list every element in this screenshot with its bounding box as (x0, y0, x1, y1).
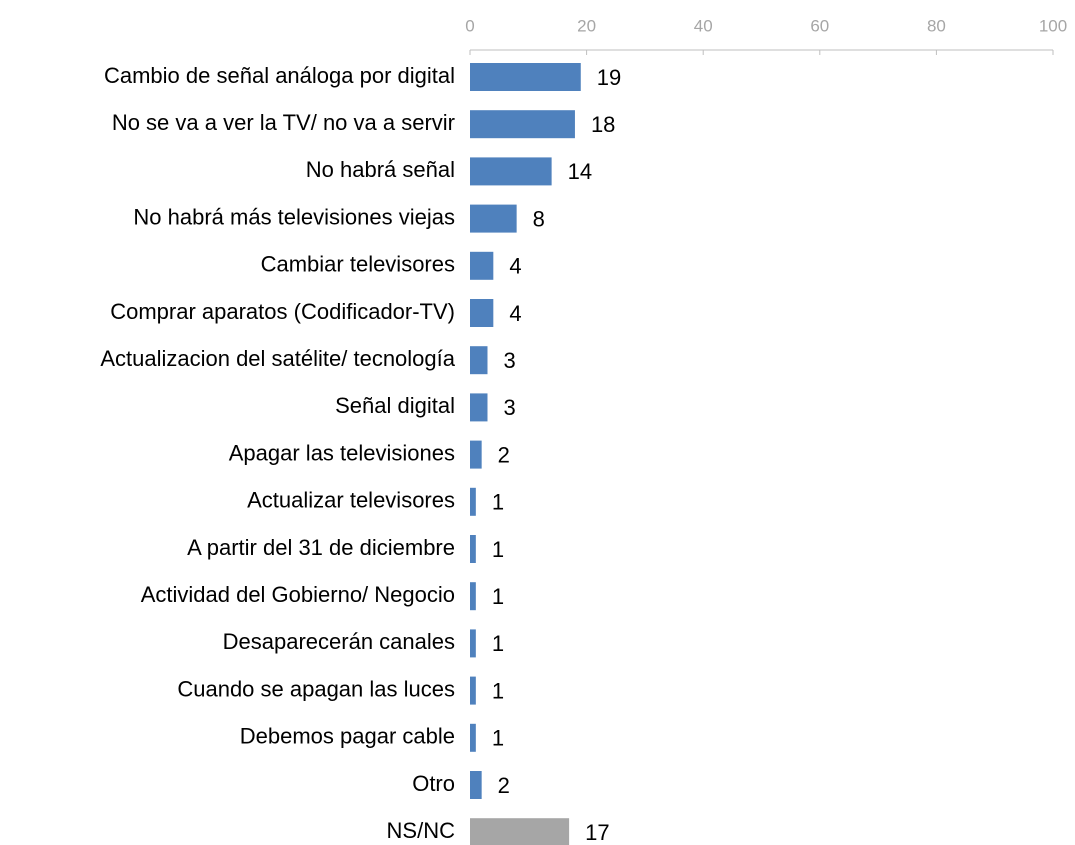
bar (470, 157, 552, 186)
bar (470, 582, 476, 611)
bar (470, 299, 494, 327)
category-label: Cuando se apagan las luces (177, 676, 455, 701)
category-label: Actividad del Gobierno/ Negocio (141, 582, 455, 607)
category-label: Cambiar televisores (261, 252, 455, 277)
bar (470, 63, 581, 91)
category-label: No se va a ver la TV/ no va a servir (112, 110, 455, 135)
value-label: 2 (498, 773, 510, 798)
category-label: No habrá más televisiones viejas (133, 204, 455, 229)
category-label: Comprar aparatos (Codificador-TV) (110, 299, 455, 324)
x-tick-label: 0 (465, 16, 474, 35)
category-label: Debemos pagar cable (240, 724, 455, 749)
value-label: 4 (509, 301, 521, 326)
value-label: 1 (492, 584, 504, 609)
x-tick-label: 60 (810, 16, 829, 35)
category-label: A partir del 31 de diciembre (187, 535, 455, 560)
value-label: 3 (503, 395, 515, 420)
category-label: Actualizar televisores (247, 488, 455, 513)
bar (470, 393, 488, 422)
bar (470, 251, 494, 280)
value-label: 1 (492, 537, 504, 562)
bar (470, 487, 476, 516)
category-label: Apagar las televisiones (229, 440, 455, 465)
x-tick-label: 100 (1039, 16, 1067, 35)
value-label: 14 (568, 159, 592, 184)
value-label: 2 (498, 442, 510, 467)
value-label: 1 (492, 678, 504, 703)
value-label: 18 (591, 112, 615, 137)
category-label: No habrá señal (306, 157, 455, 182)
bar (470, 110, 575, 139)
bar (470, 440, 482, 469)
value-label: 1 (492, 490, 504, 515)
value-label: 3 (503, 348, 515, 373)
value-label: 1 (492, 631, 504, 656)
bar (470, 676, 476, 705)
bar (470, 346, 488, 375)
bar (470, 535, 476, 563)
category-label: Desaparecerán canales (223, 629, 455, 654)
category-label: Otro (412, 771, 455, 796)
value-label: 17 (585, 820, 609, 845)
value-label: 1 (492, 726, 504, 751)
bar (470, 629, 476, 658)
bar (470, 723, 476, 752)
category-label: Señal digital (335, 393, 455, 418)
value-label: 4 (509, 254, 521, 279)
bar (470, 818, 570, 845)
value-label: 19 (597, 65, 621, 90)
x-tick-label: 40 (694, 16, 713, 35)
category-label: Cambio de señal análoga por digital (104, 63, 455, 88)
bar (470, 204, 517, 233)
category-label: Actualizacion del satélite/ tecnología (100, 346, 455, 371)
x-tick-label: 20 (577, 16, 596, 35)
x-tick-label: 80 (927, 16, 946, 35)
value-label: 8 (533, 206, 545, 231)
bar (470, 771, 482, 799)
category-label: NS/NC (387, 818, 456, 843)
